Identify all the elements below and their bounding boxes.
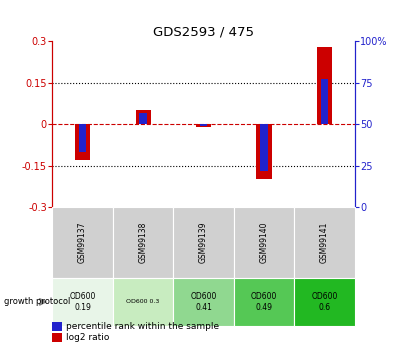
Text: OD600 0.3: OD600 0.3 (127, 299, 160, 304)
Bar (317, 47, 332, 124)
Text: GSM99139: GSM99139 (199, 221, 208, 263)
Bar (79, 124, 86, 152)
Text: OD600
0.41: OD600 0.41 (190, 292, 217, 312)
Text: growth protocol: growth protocol (4, 297, 71, 306)
Bar (234, 278, 294, 326)
Bar (256, 124, 272, 179)
Text: OD600
0.6: OD600 0.6 (311, 292, 338, 312)
Bar (294, 207, 355, 278)
Text: GSM99137: GSM99137 (78, 221, 87, 263)
Bar (113, 278, 173, 326)
Bar (135, 110, 151, 124)
Text: log2 ratio: log2 ratio (66, 333, 110, 342)
Bar (173, 207, 234, 278)
Text: OD600
0.49: OD600 0.49 (251, 292, 277, 312)
Text: GSM99138: GSM99138 (139, 222, 147, 263)
Bar (200, 124, 207, 126)
Text: percentile rank within the sample: percentile rank within the sample (66, 322, 220, 331)
Text: OD600
0.19: OD600 0.19 (69, 292, 96, 312)
Bar (260, 124, 268, 170)
Bar (113, 207, 173, 278)
Title: GDS2593 / 475: GDS2593 / 475 (153, 26, 254, 39)
Bar (52, 278, 113, 326)
Bar (294, 278, 355, 326)
Bar (52, 207, 113, 278)
Bar (173, 278, 234, 326)
Bar (321, 79, 328, 124)
Bar (234, 207, 294, 278)
Bar (139, 112, 147, 124)
Text: GSM99141: GSM99141 (320, 222, 329, 263)
Bar (196, 124, 211, 127)
Text: GSM99140: GSM99140 (260, 221, 268, 263)
Bar (75, 124, 90, 160)
